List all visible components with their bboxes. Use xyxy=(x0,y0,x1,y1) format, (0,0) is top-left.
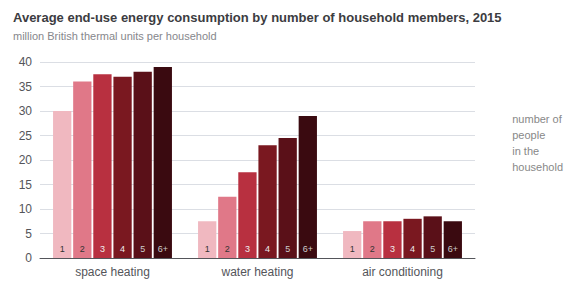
svg-text:0: 0 xyxy=(25,251,32,265)
svg-text:2: 2 xyxy=(80,244,85,254)
svg-text:5: 5 xyxy=(285,244,290,254)
svg-text:air conditioning: air conditioning xyxy=(362,265,443,279)
svg-text:2: 2 xyxy=(370,244,375,254)
svg-text:10: 10 xyxy=(19,202,33,216)
svg-text:5: 5 xyxy=(25,227,32,241)
svg-text:water heating: water heating xyxy=(220,265,293,279)
svg-text:household: household xyxy=(512,161,563,173)
svg-text:30: 30 xyxy=(19,104,33,118)
svg-text:Average end-use energy consump: Average end-use energy consumption by nu… xyxy=(13,10,502,25)
svg-text:3: 3 xyxy=(100,244,105,254)
svg-text:3: 3 xyxy=(390,244,395,254)
svg-text:in the: in the xyxy=(512,145,539,157)
svg-text:people: people xyxy=(512,129,545,141)
svg-text:5: 5 xyxy=(140,244,145,254)
svg-text:space heating: space heating xyxy=(75,265,150,279)
svg-text:1: 1 xyxy=(205,244,210,254)
svg-text:6+: 6+ xyxy=(158,244,168,254)
svg-text:6+: 6+ xyxy=(303,244,313,254)
svg-text:15: 15 xyxy=(19,178,33,192)
svg-text:4: 4 xyxy=(265,244,270,254)
svg-text:5: 5 xyxy=(430,244,435,254)
svg-text:2: 2 xyxy=(225,244,230,254)
svg-text:3: 3 xyxy=(245,244,250,254)
svg-text:1: 1 xyxy=(60,244,65,254)
svg-text:35: 35 xyxy=(19,80,33,94)
svg-text:1: 1 xyxy=(350,244,355,254)
svg-text:4: 4 xyxy=(120,244,125,254)
svg-text:40: 40 xyxy=(19,55,33,69)
svg-text:million British thermal units: million British thermal units per househ… xyxy=(13,30,217,42)
svg-text:number of: number of xyxy=(512,113,562,125)
svg-text:25: 25 xyxy=(19,129,33,143)
svg-text:20: 20 xyxy=(19,153,33,167)
svg-text:4: 4 xyxy=(410,244,415,254)
svg-text:6+: 6+ xyxy=(448,244,458,254)
